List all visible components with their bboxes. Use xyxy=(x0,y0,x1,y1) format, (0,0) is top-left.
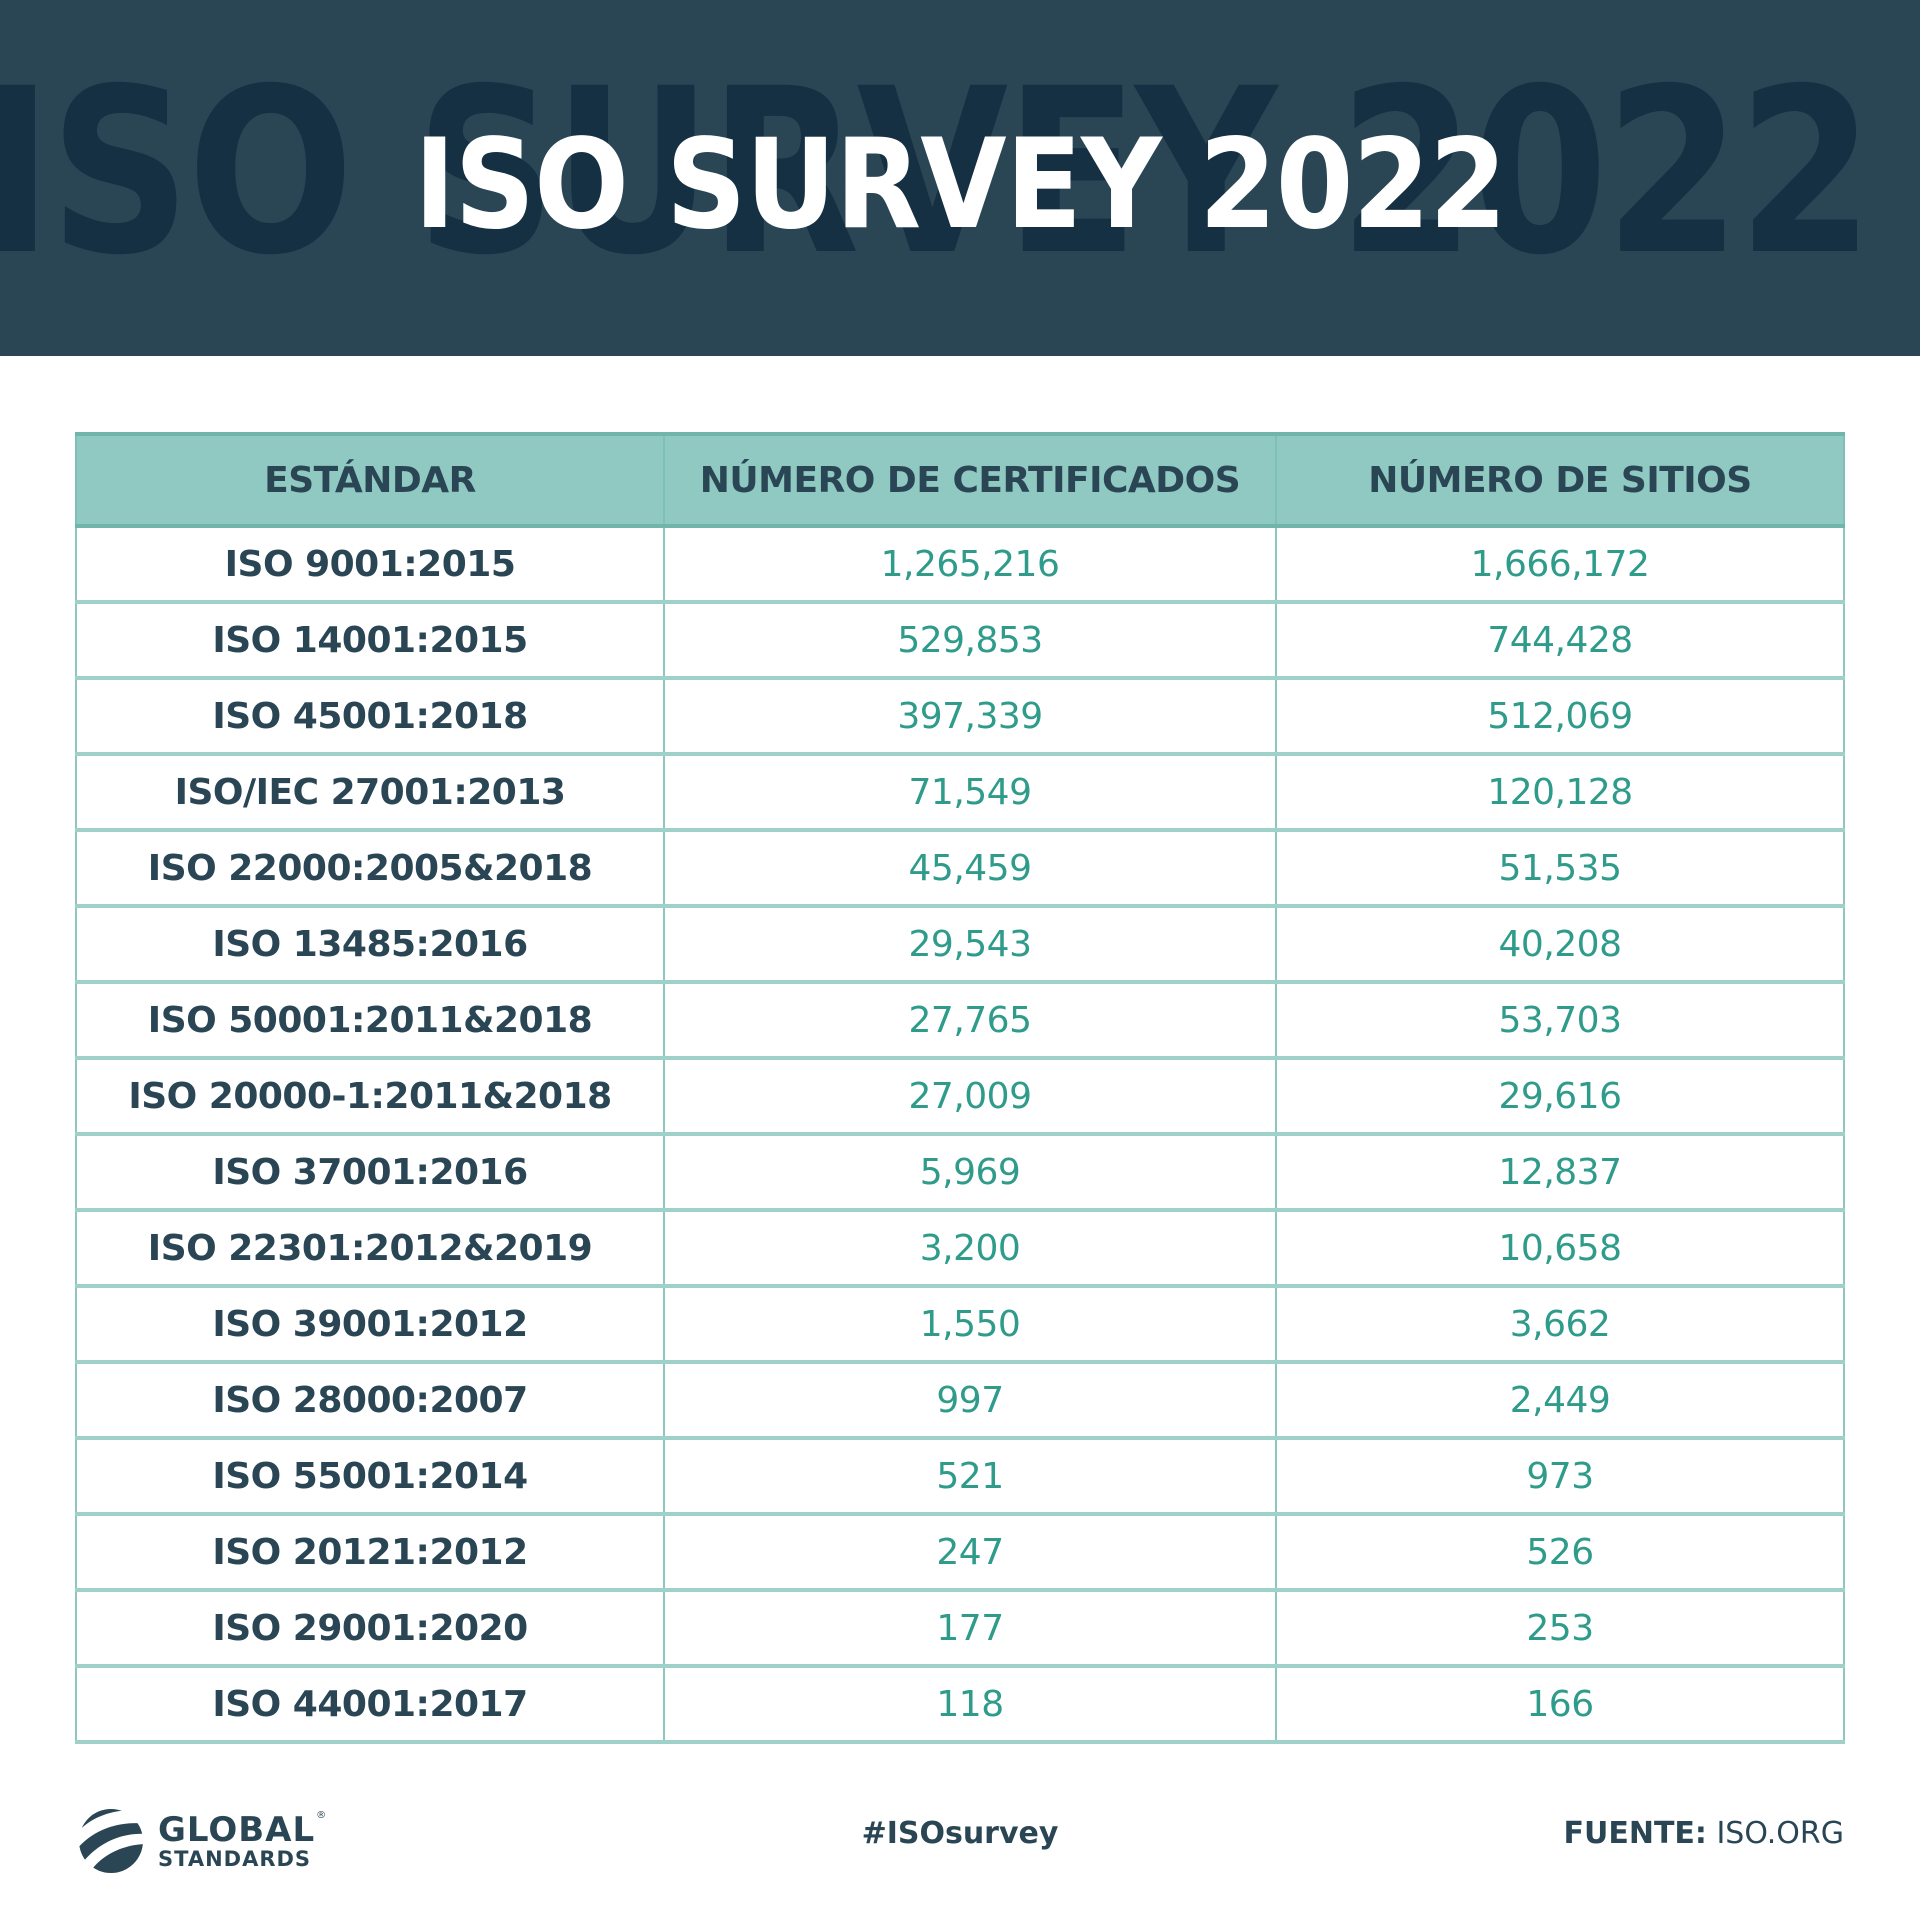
cell-certificates: 29,543 xyxy=(663,906,1277,984)
cell-certificates: 118 xyxy=(663,1666,1277,1744)
table-row: ISO 22301:2012&2019 3,200 10,658 xyxy=(75,1210,1845,1288)
table-row: ISO 28000:2007 997 2,449 xyxy=(75,1362,1845,1440)
cell-standard: ISO 22301:2012&2019 xyxy=(75,1210,665,1288)
cell-sites: 744,428 xyxy=(1275,602,1845,680)
cell-standard: ISO 20000-1:2011&2018 xyxy=(75,1058,665,1136)
cell-sites: 10,658 xyxy=(1275,1210,1845,1288)
column-header-sites: NÚMERO DE SITIOS xyxy=(1275,432,1845,528)
cell-sites: 2,449 xyxy=(1275,1362,1845,1440)
cell-sites: 512,069 xyxy=(1275,678,1845,756)
globe-stripes-icon xyxy=(79,1809,143,1873)
registered-mark: ® xyxy=(316,1809,328,1821)
table-row: ISO 20121:2012 247 526 xyxy=(75,1514,1845,1592)
cell-certificates: 27,765 xyxy=(663,982,1277,1060)
cell-standard: ISO 9001:2015 xyxy=(75,526,665,604)
title-banner: ISO SURVEY 2022 ISO SURVEY 2022 xyxy=(0,0,1920,356)
table-header-row: ESTÁNDAR NÚMERO DE CERTIFICADOS NÚMERO D… xyxy=(75,432,1845,528)
logo-line2: STANDARDS xyxy=(158,1846,312,1871)
cell-certificates: 1,550 xyxy=(663,1286,1277,1364)
table-row: ISO 13485:2016 29,543 40,208 xyxy=(75,906,1845,984)
cell-standard: ISO 50001:2011&2018 xyxy=(75,982,665,1060)
table-row: ISO 22000:2005&2018 45,459 51,535 xyxy=(75,830,1845,908)
cell-sites: 53,703 xyxy=(1275,982,1845,1060)
cell-certificates: 3,200 xyxy=(663,1210,1277,1288)
table-row: ISO 37001:2016 5,969 12,837 xyxy=(75,1134,1845,1212)
cell-certificates: 997 xyxy=(663,1362,1277,1440)
global-standards-logo: GLOBAL ® STANDARDS xyxy=(78,1808,326,1874)
cell-sites: 1,666,172 xyxy=(1275,526,1845,604)
cell-sites: 253 xyxy=(1275,1590,1845,1668)
cell-sites: 29,616 xyxy=(1275,1058,1845,1136)
cell-sites: 973 xyxy=(1275,1438,1845,1516)
table-row: ISO 45001:2018 397,339 512,069 xyxy=(75,678,1845,756)
cell-certificates: 1,265,216 xyxy=(663,526,1277,604)
source-value: ISO.ORG xyxy=(1706,1816,1844,1851)
column-header-standard: ESTÁNDAR xyxy=(75,432,665,528)
cell-standard: ISO 55001:2014 xyxy=(75,1438,665,1516)
cell-standard: ISO 39001:2012 xyxy=(75,1286,665,1364)
cell-certificates: 177 xyxy=(663,1590,1277,1668)
cell-standard: ISO 29001:2020 xyxy=(75,1590,665,1668)
banner-background-text: ISO SURVEY 2022 xyxy=(0,39,1874,305)
table-row: ISO 29001:2020 177 253 xyxy=(75,1590,1845,1668)
source-credit: FUENTE: ISO.ORG xyxy=(1564,1816,1845,1851)
table-row: ISO 14001:2015 529,853 744,428 xyxy=(75,602,1845,680)
cell-sites: 166 xyxy=(1275,1666,1845,1744)
table-row: ISO/IEC 27001:2013 71,549 120,128 xyxy=(75,754,1845,832)
cell-sites: 526 xyxy=(1275,1514,1845,1592)
logo-line1: GLOBAL xyxy=(158,1809,316,1850)
cell-sites: 12,837 xyxy=(1275,1134,1845,1212)
cell-certificates: 529,853 xyxy=(663,602,1277,680)
cell-sites: 120,128 xyxy=(1275,754,1845,832)
cell-certificates: 397,339 xyxy=(663,678,1277,756)
cell-standard: ISO 28000:2007 xyxy=(75,1362,665,1440)
cell-certificates: 5,969 xyxy=(663,1134,1277,1212)
cell-standard: ISO 45001:2018 xyxy=(75,678,665,756)
table-row: ISO 55001:2014 521 973 xyxy=(75,1438,1845,1516)
cell-sites: 51,535 xyxy=(1275,830,1845,908)
cell-standard: ISO 44001:2017 xyxy=(75,1666,665,1744)
table-row: ISO 20000-1:2011&2018 27,009 29,616 xyxy=(75,1058,1845,1136)
cell-standard: ISO 13485:2016 xyxy=(75,906,665,984)
cell-certificates: 247 xyxy=(663,1514,1277,1592)
hashtag: #ISOsurvey xyxy=(861,1816,1059,1851)
table-row: ISO 9001:2015 1,265,216 1,666,172 xyxy=(75,526,1845,604)
cell-standard: ISO 14001:2015 xyxy=(75,602,665,680)
cell-certificates: 71,549 xyxy=(663,754,1277,832)
source-label: FUENTE: xyxy=(1563,1816,1707,1851)
cell-standard: ISO 22000:2005&2018 xyxy=(75,830,665,908)
cell-standard: ISO/IEC 27001:2013 xyxy=(75,754,665,832)
column-header-certificates: NÚMERO DE CERTIFICADOS xyxy=(663,432,1277,528)
cell-certificates: 27,009 xyxy=(663,1058,1277,1136)
cell-certificates: 521 xyxy=(663,1438,1277,1516)
page-title: ISO SURVEY 2022 xyxy=(414,113,1507,257)
iso-survey-table: ESTÁNDAR NÚMERO DE CERTIFICADOS NÚMERO D… xyxy=(75,432,1845,1744)
table-row: ISO 39001:2012 1,550 3,662 xyxy=(75,1286,1845,1364)
cell-standard: ISO 20121:2012 xyxy=(75,1514,665,1592)
table-row: ISO 44001:2017 118 166 xyxy=(75,1666,1845,1744)
cell-sites: 40,208 xyxy=(1275,906,1845,984)
cell-certificates: 45,459 xyxy=(663,830,1277,908)
table-row: ISO 50001:2011&2018 27,765 53,703 xyxy=(75,982,1845,1060)
cell-standard: ISO 37001:2016 xyxy=(75,1134,665,1212)
cell-sites: 3,662 xyxy=(1275,1286,1845,1364)
